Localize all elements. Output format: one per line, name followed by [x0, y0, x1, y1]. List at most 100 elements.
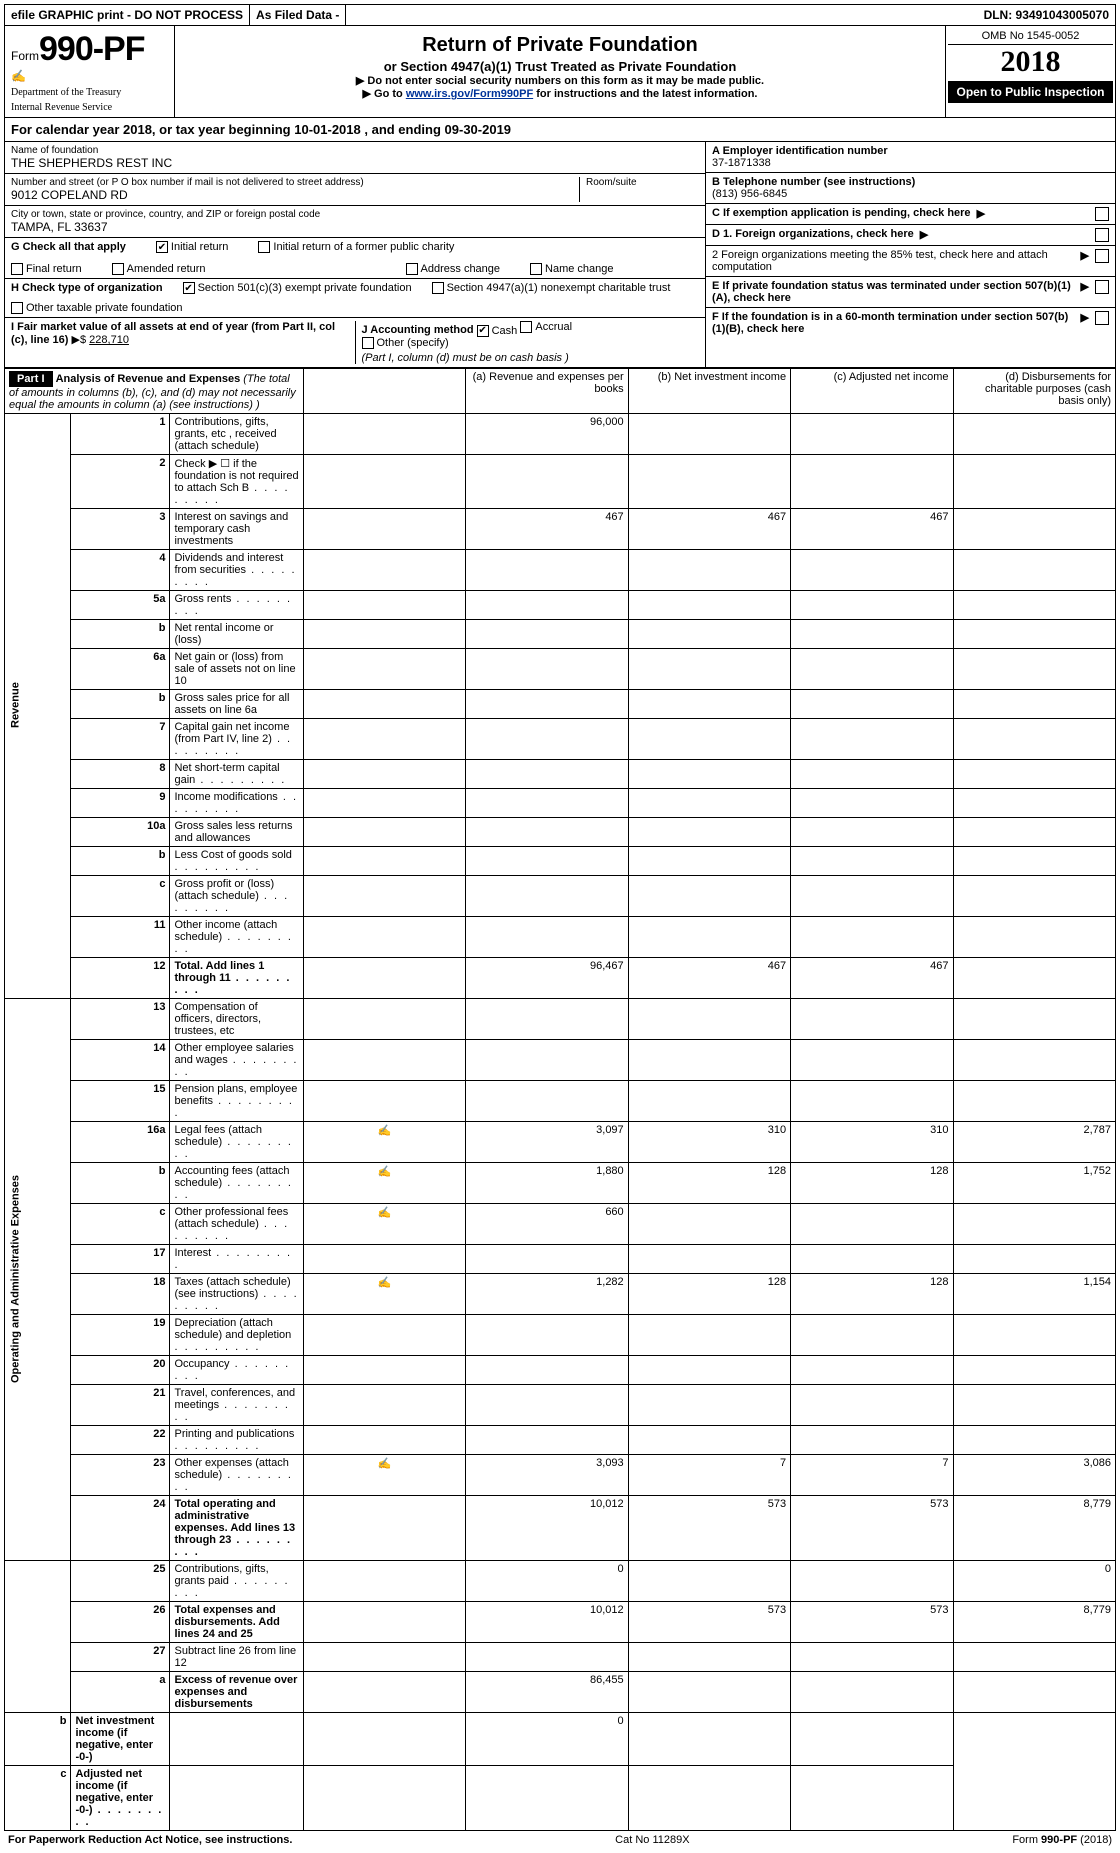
table-row: bGross sales price for all assets on lin… — [5, 689, 1116, 718]
data-cell — [953, 1203, 1115, 1244]
d1-label: D 1. Foreign organizations, check here — [712, 228, 914, 240]
table-row: 2Check ▶ ☐ if the foundation is not requ… — [5, 454, 1116, 508]
row-description: Travel, conferences, and meetings — [170, 1384, 303, 1425]
data-cell — [466, 916, 628, 957]
e-checkbox[interactable] — [1095, 280, 1109, 294]
form-id-block: Form990-PF ✍ Department of the Treasury … — [5, 26, 175, 117]
row-description: Net investment income (if negative, ente… — [71, 1712, 170, 1765]
c-checkbox[interactable] — [1095, 207, 1109, 221]
row-description: Pension plans, employee benefits — [170, 1080, 303, 1121]
irs-link[interactable]: www.irs.gov/Form990PF — [406, 88, 533, 100]
chk-501c3[interactable]: ✔Section 501(c)(3) exempt private founda… — [183, 282, 412, 294]
data-cell — [953, 788, 1115, 817]
data-cell: 1,282 — [466, 1273, 628, 1314]
chk-other-taxable[interactable]: Other taxable private foundation — [11, 302, 183, 314]
data-cell: 96,000 — [466, 413, 628, 454]
data-cell — [791, 1671, 953, 1712]
data-cell — [628, 1560, 790, 1601]
d2-checkbox[interactable] — [1095, 249, 1109, 263]
data-cell — [791, 718, 953, 759]
row-description: Interest — [170, 1244, 303, 1273]
chk-initial-former[interactable]: Initial return of a former public charit… — [258, 241, 454, 253]
data-cell — [466, 454, 628, 508]
i-label: I Fair market value of all assets at end… — [11, 321, 335, 346]
e-label: E If private foundation status was termi… — [712, 280, 1075, 304]
i-arrow: ▶$ — [72, 334, 87, 346]
city-label: City or town, state or province, country… — [11, 209, 699, 220]
chk-initial-return[interactable]: ✔Initial return — [156, 241, 228, 253]
attachment-icon-cell — [303, 619, 465, 648]
row-number: 11 — [71, 916, 170, 957]
row-description: Gross profit or (loss) (attach schedule) — [170, 875, 303, 916]
foundation-name: THE SHEPHERDS REST INC — [11, 156, 699, 170]
data-cell — [791, 1314, 953, 1355]
ein-cell: A Employer identification number 37-1871… — [706, 142, 1115, 173]
data-cell — [628, 689, 790, 718]
data-cell: 3,086 — [953, 1454, 1115, 1495]
chk-cash[interactable]: ✔Cash — [477, 325, 518, 337]
data-cell — [628, 1314, 790, 1355]
chk-name-change[interactable]: Name change — [530, 263, 614, 275]
foundation-name-cell: Name of foundation THE SHEPHERDS REST IN… — [5, 142, 705, 174]
data-cell — [628, 1765, 790, 1830]
arrow-icon: ▶ — [1081, 311, 1089, 324]
attachment-icon-cell — [303, 1601, 465, 1642]
row-description: Printing and publications — [170, 1425, 303, 1454]
attachment-icon-cell — [303, 1314, 465, 1355]
form-header: Form990-PF ✍ Department of the Treasury … — [4, 26, 1116, 118]
attachment-icon[interactable]: ✍ — [303, 1273, 465, 1314]
footer-center: Cat No 11289X — [615, 1834, 689, 1846]
data-cell — [628, 998, 790, 1039]
chk-4947[interactable]: Section 4947(a)(1) nonexempt charitable … — [432, 282, 671, 294]
chk-final-return[interactable]: Final return — [11, 263, 82, 275]
chk-amended-return[interactable]: Amended return — [112, 263, 206, 275]
c-label: C If exemption application is pending, c… — [712, 207, 971, 219]
table-row: 24Total operating and administrative exp… — [5, 1495, 1116, 1560]
data-cell — [953, 1384, 1115, 1425]
d1-checkbox[interactable] — [1095, 228, 1109, 242]
table-row: 19Depreciation (attach schedule) and dep… — [5, 1314, 1116, 1355]
footer-right: Form 990-PF (2018) — [1012, 1834, 1112, 1846]
attachment-icon-cell — [303, 1425, 465, 1454]
dept-treasury: Department of the Treasury — [11, 87, 168, 98]
data-cell — [791, 1765, 953, 1830]
data-cell — [628, 875, 790, 916]
chk-other-method[interactable]: Other (specify) — [362, 337, 449, 349]
attachment-icon[interactable]: ✍ — [303, 1203, 465, 1244]
asfiled-label: As Filed Data - — [250, 5, 346, 25]
attachment-icon[interactable]: ✍ — [303, 1162, 465, 1203]
data-cell: 3,097 — [466, 1121, 628, 1162]
data-cell — [303, 1712, 465, 1765]
row-number: c — [5, 1765, 71, 1830]
public-inspection-badge: Open to Public Inspection — [948, 81, 1113, 103]
room-label: Room/suite — [586, 177, 699, 188]
data-cell — [953, 1425, 1115, 1454]
part1-title: Analysis of Revenue and Expenses — [56, 373, 241, 385]
attachment-icon[interactable]: ✍ — [303, 1121, 465, 1162]
chk-accrual[interactable]: Accrual — [520, 321, 572, 333]
data-cell — [628, 648, 790, 689]
data-cell — [628, 718, 790, 759]
row-description: Other employee salaries and wages — [170, 1039, 303, 1080]
f-checkbox[interactable] — [1095, 311, 1109, 325]
data-cell — [628, 916, 790, 957]
data-cell: 8,779 — [953, 1495, 1115, 1560]
row-number: 25 — [71, 1560, 170, 1601]
data-cell — [628, 413, 790, 454]
row-description: Other income (attach schedule) — [170, 916, 303, 957]
data-cell — [953, 1355, 1115, 1384]
data-cell — [953, 1671, 1115, 1712]
data-cell — [628, 1712, 790, 1765]
table-row: 10aGross sales less returns and allowanc… — [5, 817, 1116, 846]
g-label: G Check all that apply — [11, 241, 126, 253]
data-cell — [791, 454, 953, 508]
attachment-icon[interactable]: ✍ — [303, 1454, 465, 1495]
row-number: 1 — [71, 413, 170, 454]
data-cell — [791, 1712, 953, 1765]
attachment-icon-cell — [303, 454, 465, 508]
data-cell — [953, 1244, 1115, 1273]
chk-address-change[interactable]: Address change — [406, 263, 501, 275]
data-cell — [628, 817, 790, 846]
attachment-icon-cell — [303, 1039, 465, 1080]
form-word: Form — [11, 49, 39, 63]
